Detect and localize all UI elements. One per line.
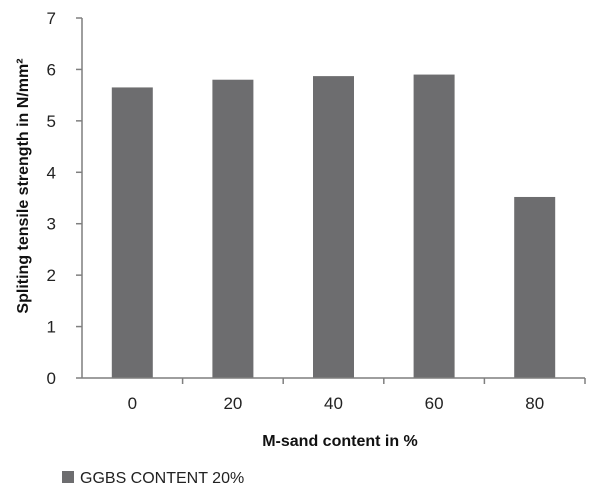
bar-0 [111,87,153,378]
bar-20 [212,79,254,378]
legend-label: GGBS CONTENT 20% [80,470,244,487]
y-tick-label: 1 [47,318,56,337]
y-tick-label: 2 [47,266,56,285]
x-axis-title: M-sand content in % [262,433,418,450]
x-tick-label: 20 [223,394,242,413]
y-tick-label: 6 [47,60,56,79]
bar-40 [313,76,354,378]
legend: GGBS CONTENT 20% [62,470,244,487]
bar-60 [413,74,455,379]
y-axis: 0 1 2 3 4 5 6 7 [47,9,82,388]
y-tick-label: 4 [47,163,56,182]
x-tick-label: 40 [324,394,343,413]
y-tick-label: 3 [47,215,56,234]
x-tick-label: 60 [425,394,444,413]
y-axis-title: Spliting tensile strength in N/mm² [15,58,32,313]
legend-swatch [62,471,74,483]
y-tick-label: 5 [47,112,56,131]
x-tick-label: 0 [128,394,137,413]
bar-80 [514,196,556,378]
y-tick-label: 0 [47,369,56,388]
x-tick-label: 80 [525,394,544,413]
y-tick-label: 7 [47,9,56,28]
x-axis: 0 20 40 60 80 [128,378,586,413]
bar-series [111,74,556,379]
